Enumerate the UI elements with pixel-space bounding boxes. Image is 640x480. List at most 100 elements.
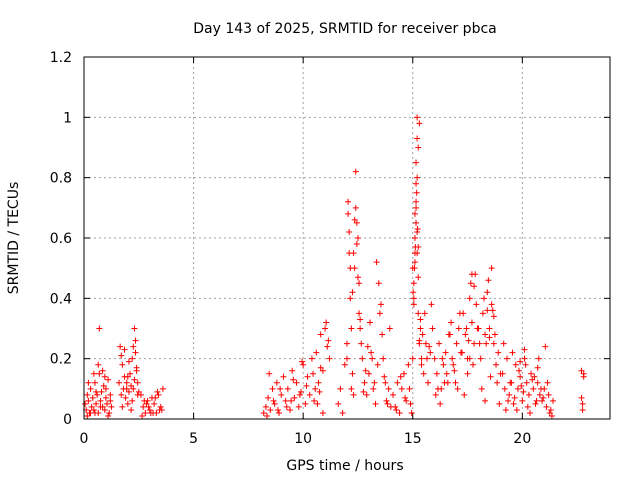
data-point bbox=[339, 409, 346, 416]
data-point bbox=[104, 400, 111, 407]
data-point bbox=[464, 370, 471, 377]
data-point bbox=[417, 316, 424, 323]
data-point bbox=[471, 340, 478, 347]
data-point bbox=[476, 340, 483, 347]
data-point bbox=[154, 388, 161, 395]
data-point bbox=[413, 180, 420, 187]
data-point bbox=[489, 307, 496, 314]
data-point bbox=[386, 325, 393, 332]
data-point bbox=[413, 189, 420, 196]
data-point bbox=[283, 403, 290, 410]
data-point bbox=[548, 412, 555, 419]
data-point bbox=[157, 403, 164, 410]
data-point bbox=[95, 361, 102, 368]
data-point bbox=[119, 361, 126, 368]
data-point bbox=[280, 373, 287, 380]
data-point bbox=[295, 403, 302, 410]
data-point bbox=[433, 370, 440, 377]
data-point bbox=[356, 280, 363, 287]
data-point bbox=[385, 385, 392, 392]
data-point bbox=[346, 250, 353, 257]
data-point bbox=[93, 388, 100, 395]
data-point bbox=[262, 403, 269, 410]
data-point bbox=[534, 364, 541, 371]
data-point bbox=[484, 307, 491, 314]
data-point bbox=[152, 394, 159, 401]
data-point bbox=[405, 361, 412, 368]
data-point bbox=[506, 391, 513, 398]
data-point bbox=[347, 295, 354, 302]
data-point bbox=[451, 367, 458, 374]
data-point bbox=[415, 144, 422, 151]
data-point bbox=[125, 358, 132, 365]
data-point bbox=[410, 289, 417, 296]
data-point bbox=[367, 319, 374, 326]
data-point bbox=[317, 364, 324, 371]
data-point bbox=[313, 349, 320, 356]
data-point bbox=[124, 400, 131, 407]
data-point bbox=[529, 376, 536, 383]
data-point bbox=[463, 325, 470, 332]
data-point bbox=[360, 388, 367, 395]
data-point bbox=[146, 406, 153, 413]
data-point bbox=[468, 271, 475, 278]
data-point bbox=[260, 409, 267, 416]
data-point bbox=[121, 346, 128, 353]
data-point bbox=[428, 301, 435, 308]
y-tick-labels: 0 0.2 0.4 0.6 0.8 1 1.2 bbox=[50, 50, 72, 428]
x-tick-label: 10 bbox=[294, 431, 312, 447]
data-point bbox=[99, 367, 106, 374]
data-point bbox=[124, 373, 131, 380]
data-point bbox=[579, 406, 586, 413]
data-point bbox=[530, 385, 537, 392]
data-point bbox=[348, 325, 355, 332]
data-point bbox=[379, 331, 386, 338]
data-point bbox=[118, 352, 125, 359]
data-point bbox=[398, 385, 405, 392]
data-point bbox=[344, 355, 350, 362]
data-point bbox=[128, 382, 135, 389]
y-axis-label: SRMTID / TECUs bbox=[6, 182, 22, 295]
data-point bbox=[394, 379, 401, 386]
data-point bbox=[141, 397, 148, 404]
data-point bbox=[130, 343, 137, 350]
data-point bbox=[414, 250, 421, 257]
data-point bbox=[374, 361, 381, 368]
data-point bbox=[410, 280, 417, 287]
data-point bbox=[131, 376, 138, 383]
data-point bbox=[97, 397, 104, 404]
data-point bbox=[127, 370, 134, 377]
data-point bbox=[266, 370, 273, 377]
data-point bbox=[118, 391, 125, 398]
data-point bbox=[494, 379, 501, 386]
data-point bbox=[365, 370, 372, 377]
data-point bbox=[352, 168, 359, 175]
data-point bbox=[507, 379, 514, 386]
data-point bbox=[512, 361, 519, 368]
data-point bbox=[354, 235, 361, 241]
data-point bbox=[393, 406, 400, 413]
data-point bbox=[534, 379, 541, 386]
data-point bbox=[479, 310, 486, 317]
data-point bbox=[101, 373, 108, 380]
data-point bbox=[122, 394, 129, 401]
data-point bbox=[102, 394, 109, 401]
data-point bbox=[544, 379, 551, 386]
data-point bbox=[349, 370, 356, 377]
data-point bbox=[341, 361, 348, 368]
data-point bbox=[524, 403, 531, 410]
data-point bbox=[101, 406, 108, 413]
data-point bbox=[282, 397, 289, 404]
data-point bbox=[499, 370, 506, 377]
data-point bbox=[521, 346, 528, 353]
data-point bbox=[528, 370, 535, 377]
data-point bbox=[135, 388, 142, 395]
data-point bbox=[546, 409, 553, 416]
data-point bbox=[418, 355, 425, 362]
data-points bbox=[82, 114, 587, 419]
data-point bbox=[346, 228, 353, 235]
data-point bbox=[319, 367, 326, 374]
data-point bbox=[440, 361, 447, 368]
data-point bbox=[94, 391, 101, 398]
data-point bbox=[351, 216, 358, 223]
